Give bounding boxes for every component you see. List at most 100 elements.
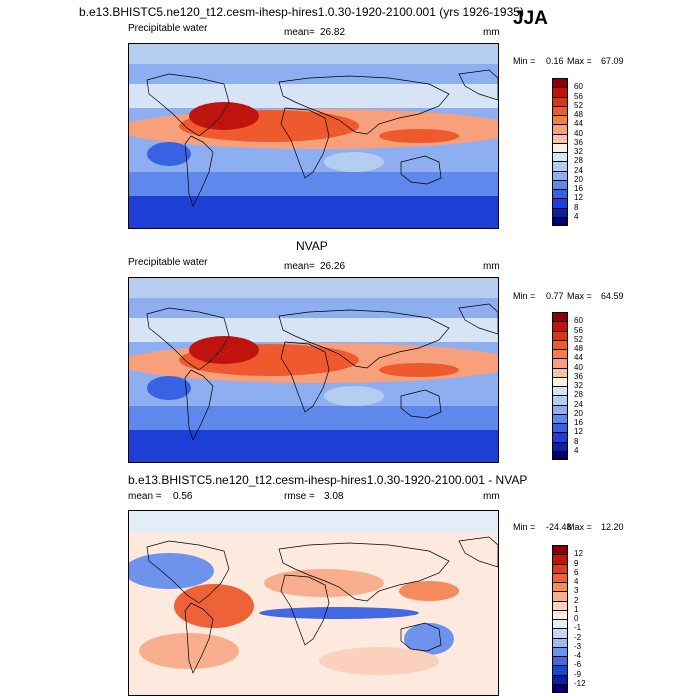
colorbar-tick-label: 16 [574, 184, 583, 193]
panel3-min-label: Min = [513, 522, 536, 532]
colorbar-tick-label: 20 [574, 174, 583, 184]
colorbar-cell [552, 339, 568, 349]
colorbar-tick-label: -1 [574, 623, 582, 633]
colorbar-cell [552, 674, 568, 684]
colorbar-cell [552, 367, 568, 377]
colorbar-tick-label: -12 [574, 678, 586, 688]
anomaly-band [129, 511, 498, 533]
panel1-max-value: 67.09 [601, 56, 624, 66]
colorbar-cell [552, 413, 568, 423]
panel1-var-label: Precipitable water [128, 23, 208, 34]
field-band [129, 428, 498, 462]
colorbar-cell [552, 198, 568, 208]
panel3-rmse-label: rmse = [284, 491, 315, 502]
colorbar-tick-label: 1 [574, 604, 579, 614]
anomaly-patch [319, 647, 439, 675]
colorbar-frame [552, 78, 568, 226]
coastline [278, 309, 450, 369]
colorbar-tick-label: 12 [574, 549, 583, 559]
colorbar-cell [552, 600, 568, 610]
colorbar-cell [552, 563, 568, 573]
panel3-rmse-value: 3.08 [324, 491, 344, 502]
field-band [129, 278, 498, 298]
colorbar-cell [552, 115, 568, 125]
anomaly-patch [404, 623, 454, 655]
colorbar-tick-label: 48 [574, 344, 583, 353]
coastline [280, 341, 330, 413]
colorbar-tick-label: 0 [574, 614, 579, 623]
coastline [458, 69, 498, 101]
coastline [400, 155, 442, 185]
colorbar-cell [552, 656, 568, 666]
colorbar-tick-label: -3 [574, 641, 582, 651]
colorbar-cell [552, 395, 568, 405]
colorbar-cell [552, 87, 568, 97]
panel2-map [128, 277, 499, 463]
colorbar-tick-label: 40 [574, 128, 583, 138]
panel1-units: mm [483, 27, 500, 38]
colorbar-cell [552, 628, 568, 638]
coastline [146, 307, 230, 371]
field-band [129, 84, 498, 108]
colorbar-tick-label: 44 [574, 119, 583, 129]
field-band [129, 406, 498, 430]
panel1-max-label: Max = [567, 56, 592, 66]
colorbar-tick-label: 52 [574, 100, 583, 110]
panel2-colorbar: 60 56 52 48 44 40 36 32 28 24 20 16 12 8 4 [552, 312, 602, 460]
colorbar-cell [552, 78, 568, 88]
colorbar-cell [552, 349, 568, 359]
panel3-units: mm [483, 491, 500, 502]
colorbar-cell [552, 591, 568, 601]
colorbar-cell [552, 683, 568, 693]
colorbar-tick-label: 60 [574, 82, 583, 92]
colorbar-cell [552, 321, 568, 331]
coastline [146, 540, 230, 604]
colorbar-cell [552, 637, 568, 647]
panel2-var-label: Precipitable water [128, 257, 208, 268]
coastline [184, 135, 214, 207]
colorbar-tick-label: -4 [574, 651, 582, 660]
panel3-max-label: Max = [567, 522, 592, 532]
field-dry [324, 386, 384, 406]
colorbar-tick-label: 3 [574, 586, 579, 596]
colorbar-cell [552, 609, 568, 619]
colorbar-tick-label: 36 [574, 137, 583, 147]
colorbar-cell [552, 179, 568, 189]
colorbar-tick-label: 56 [574, 325, 583, 335]
colorbar-cell [552, 142, 568, 152]
field-band [129, 44, 498, 64]
colorbar-cell [552, 404, 568, 414]
panel2-mean-value: 26.26 [320, 261, 346, 272]
colorbar-tick-label: 28 [574, 390, 583, 400]
colorbar-cell [552, 386, 568, 396]
colorbar-tick-label: 12 [574, 193, 583, 203]
colorbar-cell [552, 312, 568, 322]
colorbar-tick-label: 16 [574, 418, 583, 427]
colorbar-tick-label: 2 [574, 595, 579, 605]
colorbar-tick-label: 28 [574, 156, 583, 166]
field-dry [324, 152, 384, 172]
coastline [146, 73, 230, 137]
panel2-min-value: 0.77 [546, 291, 564, 301]
anomaly-patch [139, 633, 239, 669]
panel3-mean-label: mean = [128, 491, 162, 502]
colorbar-cell [552, 105, 568, 115]
colorbar-tick-label: 4 [574, 577, 579, 586]
coastline [458, 536, 498, 568]
panel3-map [128, 510, 499, 696]
colorbar-cell [552, 358, 568, 368]
colorbar-tick-label: 48 [574, 110, 583, 119]
field-dry [147, 142, 191, 166]
colorbar-tick-label: -6 [574, 660, 582, 670]
anomaly-patch [259, 607, 419, 619]
colorbar-tick-label: 24 [574, 165, 583, 175]
colorbar-cell [552, 582, 568, 592]
colorbar-tick-label: 4 [574, 445, 579, 455]
colorbar-cell [552, 554, 568, 564]
colorbar-cell [552, 376, 568, 386]
colorbar-tick-label: 8 [574, 436, 579, 446]
panel2-min-label: Min = [513, 291, 536, 301]
colorbar-cell [552, 423, 568, 433]
field-moist-band [379, 129, 459, 143]
colorbar-cell [552, 619, 568, 629]
